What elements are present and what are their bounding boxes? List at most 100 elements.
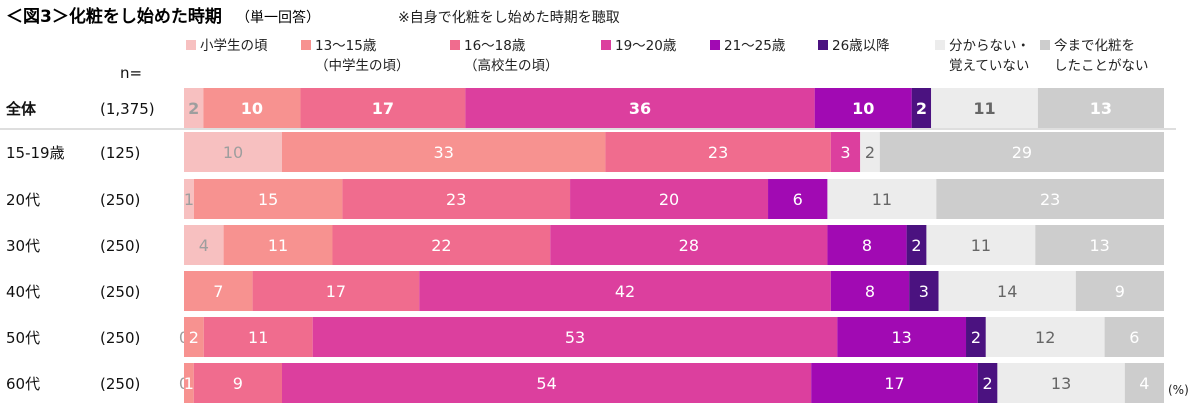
legend-swatch-5 bbox=[818, 40, 828, 50]
bar-segment-r1-s6 bbox=[860, 132, 880, 172]
data-label-r5-s5: 2 bbox=[971, 328, 981, 347]
bar-row-5: 50代(250)021153132126 bbox=[6, 317, 1164, 357]
data-label-r5-s7: 6 bbox=[1129, 328, 1139, 347]
legend: 小学生の頃 13〜15歳 （中学生の頃） 16〜18歳 （高校生の頃） 19〜20歳 21〜… bbox=[186, 38, 1149, 74]
bar-segment-r2-s2 bbox=[342, 179, 571, 219]
bar-segment-r6-s7 bbox=[1124, 363, 1164, 403]
row-n-5: (250) bbox=[100, 329, 140, 347]
data-label-r4-s1: 7 bbox=[213, 282, 223, 301]
data-label-r0-s7: 13 bbox=[1090, 99, 1112, 118]
data-label-r3-s7: 13 bbox=[1089, 236, 1109, 255]
row-n-4: (250) bbox=[100, 283, 140, 301]
data-label-r2-s0: 1 bbox=[184, 190, 194, 209]
data-label-r4-s2: 17 bbox=[326, 282, 346, 301]
bar-row-0: 全体 (1,375) 2 10 17 36 10 2 11 13 bbox=[5, 88, 1164, 128]
bar-segment-r0-s0 bbox=[184, 88, 204, 128]
bar-segment-r4-s6 bbox=[938, 271, 1076, 311]
bar-segment-r3-s2 bbox=[332, 225, 551, 265]
data-label-r3-s5: 2 bbox=[911, 236, 921, 255]
bar-segment-r4-s5 bbox=[909, 271, 939, 311]
row-label-4: 40代 bbox=[6, 283, 40, 301]
legend-label-2-line2: （高校生の頃） bbox=[464, 57, 559, 74]
row-n-2: (250) bbox=[100, 191, 140, 209]
row-label-0: 全体 bbox=[5, 100, 37, 118]
bar-segment-r0-s3 bbox=[465, 88, 815, 128]
row-n-3: (250) bbox=[100, 237, 140, 255]
row-label-1: 15-19歳 bbox=[6, 144, 65, 162]
data-label-r1-s2: 23 bbox=[708, 143, 728, 162]
bar-segment-r0-s6 bbox=[931, 88, 1038, 128]
legend-swatch-7 bbox=[1040, 40, 1050, 50]
data-label-r1-s6: 2 bbox=[865, 143, 875, 162]
data-label-r6-s7: 4 bbox=[1139, 374, 1149, 393]
data-label-r5-s6: 12 bbox=[1035, 328, 1055, 347]
bar-segment-r4-s1 bbox=[184, 271, 253, 311]
bar-segment-r0-s5 bbox=[911, 88, 932, 128]
bar-segment-r1-s3 bbox=[830, 132, 861, 172]
data-label-r0-s6: 11 bbox=[973, 99, 995, 118]
bar-segment-r6-s1 bbox=[184, 363, 194, 403]
data-label-r2-s3: 20 bbox=[659, 190, 679, 209]
data-label-r1-s0: 10 bbox=[223, 143, 243, 162]
legend-label-7-line2: したことがない bbox=[1054, 58, 1149, 74]
bar-segment-r0-s1 bbox=[203, 88, 301, 128]
bar-segment-r2-s3 bbox=[570, 179, 769, 219]
data-label-r1-s3: 3 bbox=[840, 143, 850, 162]
bar-segment-r0-s7 bbox=[1037, 88, 1164, 128]
bar-segment-r4-s4 bbox=[830, 271, 910, 311]
data-label-r5-s4: 13 bbox=[892, 328, 912, 347]
bar-segment-r2-s1 bbox=[193, 179, 343, 219]
bar-segment-r3-s5 bbox=[906, 225, 927, 265]
bar-segment-r3-s1 bbox=[223, 225, 333, 265]
bar-segment-r3-s6 bbox=[926, 225, 1036, 265]
bar-segment-r4-s7 bbox=[1075, 271, 1164, 311]
legend-swatch-4 bbox=[710, 40, 720, 50]
legend-swatch-2 bbox=[450, 40, 460, 50]
chart-subtitle: （単一回答） bbox=[236, 9, 320, 26]
data-label-r5-s2: 11 bbox=[248, 328, 268, 347]
chart-title: ＜図3＞化粧をし始めた時期 bbox=[6, 6, 222, 27]
legend-label-5: 26歳以降 bbox=[832, 38, 890, 54]
bar-segment-r1-s7 bbox=[879, 132, 1164, 172]
legend-label-1: 13〜15歳 bbox=[315, 38, 377, 54]
data-label-r3-s6: 11 bbox=[971, 236, 991, 255]
bar-segment-r5-s5 bbox=[966, 317, 986, 357]
data-label-r0-s4: 10 bbox=[852, 99, 874, 118]
bar-row-2: 20代 (250) 1 15 23 20 6 11 23 bbox=[6, 179, 1164, 219]
data-label-r5-s1: 2 bbox=[189, 328, 199, 347]
bar-segment-r6-s5 bbox=[977, 363, 998, 403]
data-label-r6-s6: 13 bbox=[1051, 374, 1071, 393]
unit-label: (%) bbox=[1168, 383, 1189, 397]
bar-segment-r5-s4 bbox=[837, 317, 967, 357]
bar-segment-r4-s2 bbox=[252, 271, 420, 311]
bar-segment-r5-s6 bbox=[985, 317, 1105, 357]
bar-segment-r5-s3 bbox=[312, 317, 838, 357]
data-label-r4-s5: 3 bbox=[919, 282, 929, 301]
bar-segment-r3-s4 bbox=[827, 225, 907, 265]
bar-segment-r0-s4 bbox=[814, 88, 912, 128]
legend-swatch-3 bbox=[601, 40, 611, 50]
data-label-r6-s1: 1 bbox=[184, 374, 194, 393]
data-label-r4-s7: 9 bbox=[1115, 282, 1125, 301]
data-label-r0-s2: 17 bbox=[372, 99, 394, 118]
legend-label-0: 小学生の頃 bbox=[200, 38, 268, 54]
bar-segment-r1-s2 bbox=[605, 132, 831, 172]
bar-segment-r0-s2 bbox=[300, 88, 466, 128]
bar-segment-r6-s4 bbox=[811, 363, 978, 403]
bar-row-6: 60代(250)01954172134 bbox=[6, 363, 1164, 403]
data-label-r0-s5: 2 bbox=[916, 99, 927, 118]
bar-segment-r2-s4 bbox=[768, 179, 828, 219]
data-label-r1-s7: 29 bbox=[1012, 143, 1032, 162]
row-n-1: (125) bbox=[100, 144, 140, 162]
data-label-r3-s4: 8 bbox=[862, 236, 872, 255]
legend-label-6-line2: 覚えていない bbox=[949, 58, 1029, 74]
data-label-r0-s0: 2 bbox=[188, 99, 199, 118]
legend-label-1-line2: （中学生の頃） bbox=[315, 58, 410, 74]
data-label-r3-s2: 22 bbox=[431, 236, 451, 255]
data-label-r6-s3: 54 bbox=[536, 374, 556, 393]
legend-swatch-0 bbox=[186, 40, 196, 50]
legend-swatch-1 bbox=[301, 40, 311, 50]
data-label-r0-s3: 36 bbox=[629, 99, 651, 118]
row-n-0: (1,375) bbox=[100, 100, 155, 118]
data-label-r2-s2: 23 bbox=[446, 190, 466, 209]
